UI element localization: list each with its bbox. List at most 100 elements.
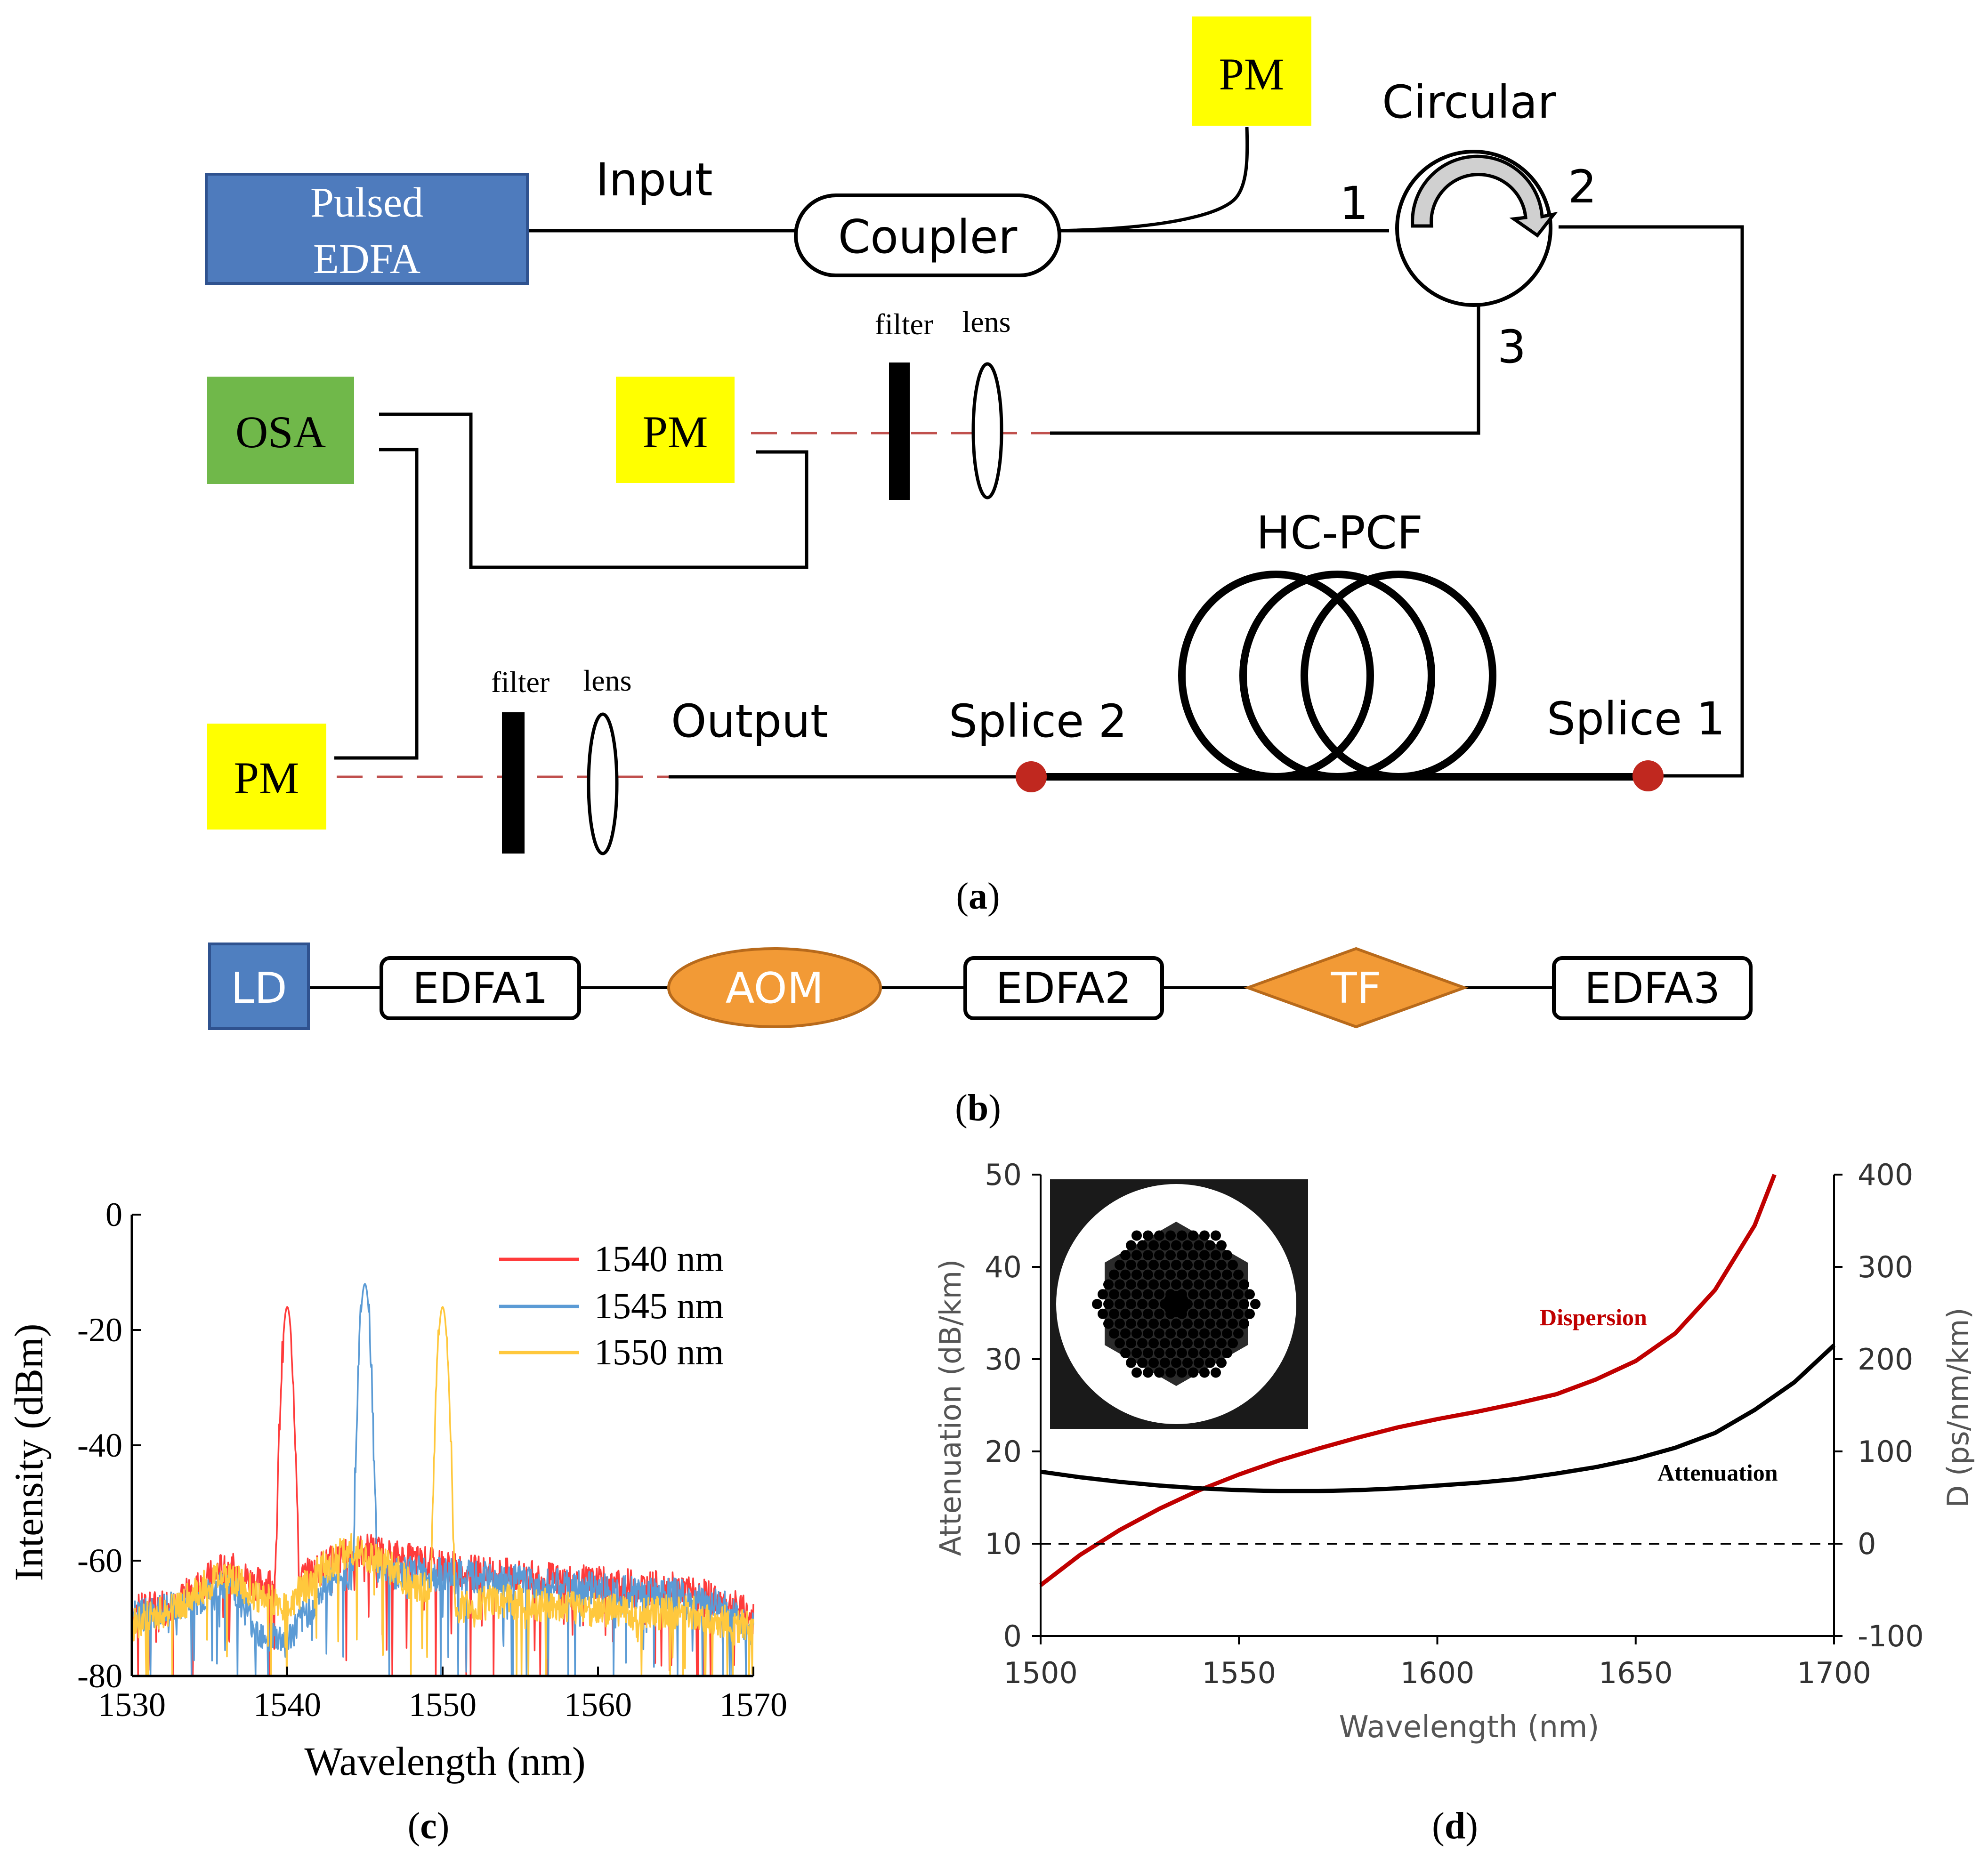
caption-a: (a) [956,876,1000,917]
inset-hole [1199,1367,1210,1378]
d-xlabel: Wavelength (nm) [1339,1710,1600,1745]
inset-hole [1199,1347,1210,1358]
inset-hole [1182,1259,1193,1270]
d-y2-tick-label: 100 [1858,1434,1913,1469]
port-2-label: 2 [1568,161,1597,213]
inset-hole [1126,1357,1136,1368]
d-y-tick-label: 40 [985,1250,1022,1284]
inset-hole [1245,1308,1255,1319]
inset-hole [1148,1240,1159,1251]
inset-hole [1131,1230,1142,1241]
d-annotation-dispersion: Dispersion [1540,1304,1647,1330]
inset-hole [1131,1289,1142,1300]
inset-hole [1154,1289,1164,1300]
c-x-tick-label: 1550 [409,1686,477,1724]
inset-hole [1205,1318,1215,1329]
inset-hole [1148,1259,1159,1270]
inset-hole [1205,1357,1215,1368]
filter-bottom [502,712,525,854]
inset-hole [1160,1259,1170,1270]
inset-hole [1188,1328,1198,1339]
inset-hole [1165,1269,1176,1280]
c-legend: 1540 nm 1545 nm 1550 nm [499,1238,724,1372]
inset-hole [1188,1250,1198,1261]
inset-hole [1154,1230,1164,1241]
inset-hole [1205,1279,1215,1290]
inset-hole [1103,1318,1114,1329]
inset-hole [1228,1299,1238,1309]
inset-hole [1143,1289,1153,1300]
inset-hole [1126,1240,1136,1251]
d-y-tick-label: 10 [985,1527,1022,1561]
edfa2-box: EDFA2 [963,956,1164,1020]
inset-hole [1205,1240,1215,1251]
inset-hole [1103,1299,1114,1309]
d-plot-area [1039,1174,1836,1587]
c-xlabel: Wavelength (nm) [304,1739,585,1784]
fiber-port2-splice1 [1559,225,1744,778]
inset-hole [1137,1259,1148,1270]
inset-hole [1250,1299,1261,1309]
inset-hole [1188,1308,1198,1319]
inset-hole [1233,1269,1244,1280]
lens-top [971,362,1003,500]
inset-hole [1120,1289,1131,1300]
inset-hole [1165,1328,1176,1339]
ld-box: LD [208,943,310,1030]
inset-hole [1188,1269,1198,1280]
circular-label: Circular [1382,76,1556,129]
inset-hole [1109,1269,1119,1280]
inset-hole [1137,1299,1148,1309]
inset-hole [1165,1347,1176,1358]
c-x-tick-label: 1530 [98,1686,166,1724]
inset-hole [1131,1250,1142,1261]
inset-hole [1228,1259,1238,1270]
d-axes: 1500 1550 1600 1650 1700 0 10 20 30 40 50 -100 0 100 2… [985,1158,1924,1690]
inset-hole [1126,1338,1136,1349]
inset-hole [1199,1308,1210,1319]
pulsed-edfa-line2: EDFA [313,236,420,282]
d-y2-tick-label: 200 [1858,1342,1913,1377]
circulator [1395,150,1558,307]
inset-hole [1120,1269,1131,1280]
edfa2-label: EDFA2 [996,964,1132,1013]
inset-hole [1216,1338,1227,1349]
inset-hole [1182,1357,1193,1368]
inset-hole [1137,1318,1148,1329]
d-y2-tick-label: -100 [1858,1619,1924,1653]
inset-hole [1115,1318,1125,1329]
inset-hole [1205,1338,1215,1349]
inset-hole [1188,1347,1198,1358]
inset-hole [1239,1318,1249,1329]
aom-label: AOM [726,964,824,1013]
ld-label: LD [231,964,287,1013]
inset-hole [1239,1279,1249,1290]
inset-hole [1182,1279,1193,1290]
c-series-1550-nm [131,1306,754,1677]
pulsed-edfa-box: Pulsed EDFA [205,173,529,285]
inset-hole [1137,1240,1148,1251]
caption-b: (b) [955,1088,1001,1129]
fiber-port3-lens [1050,304,1480,435]
hcpcf-label: HC-PCF [1256,507,1423,559]
caption-c: (c) [408,1805,450,1847]
inset-hole [1115,1259,1125,1270]
port-3-label: 3 [1497,321,1526,373]
inset-hole [1109,1308,1119,1319]
inset-hole [1199,1230,1210,1241]
coupler-label: Coupler [838,210,1018,264]
inset-hole [1171,1338,1181,1349]
c-y-tick-label: -60 [77,1542,122,1579]
inset-hole [1154,1367,1164,1378]
inset-hole [1165,1250,1176,1261]
inset-hole [1194,1240,1204,1251]
tf-label: TF [1331,964,1382,1013]
inset-hole [1222,1269,1232,1280]
inset-hole [1171,1259,1181,1270]
inset-hole [1143,1250,1153,1261]
inset-hole [1211,1308,1221,1319]
inset-hole [1199,1289,1210,1300]
inset-hole [1233,1328,1244,1339]
output-label: Output [671,695,828,748]
panel-b-chain: LD EDFA1 AOM EDFA2 TF EDFA3 (b) [208,943,1753,1129]
